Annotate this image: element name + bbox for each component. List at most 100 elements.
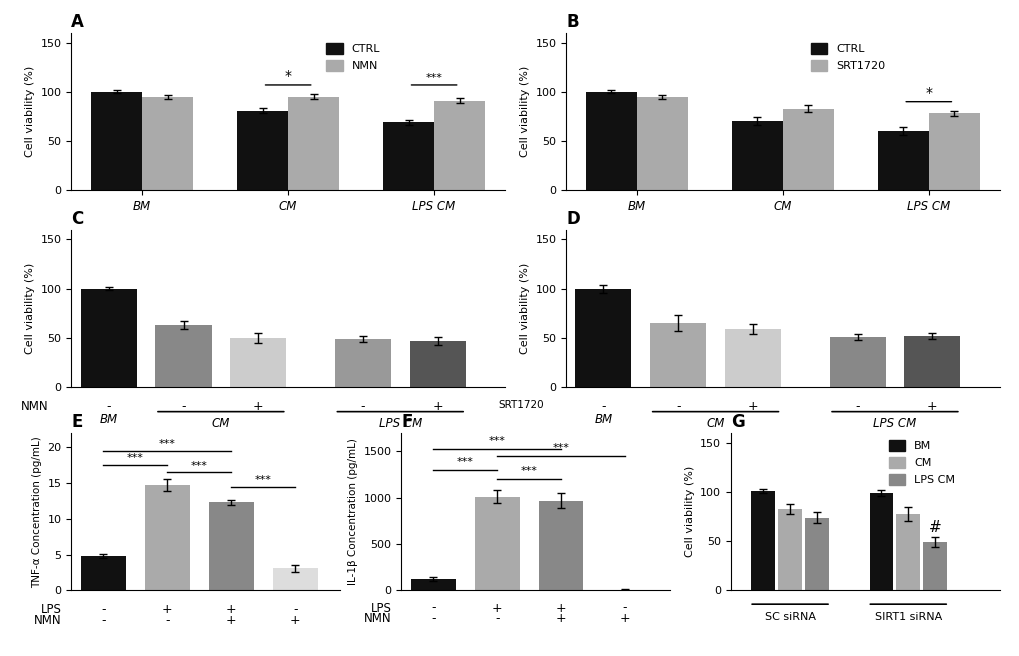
Bar [575, 289, 631, 387]
Bar [804, 518, 828, 590]
Text: -: - [101, 604, 106, 616]
Legend: CTRL, NMN: CTRL, NMN [321, 38, 384, 75]
Text: +: + [226, 614, 236, 627]
Text: CM: CM [212, 417, 230, 430]
Text: +: + [432, 400, 442, 413]
Bar [928, 113, 979, 190]
Y-axis label: IL-1β Concentration (pg/mL): IL-1β Concentration (pg/mL) [347, 438, 358, 585]
Legend: BM, CM, LPS CM: BM, CM, LPS CM [883, 436, 959, 489]
Text: ***: *** [488, 436, 505, 446]
Text: -: - [855, 400, 859, 413]
Text: NMN: NMN [35, 614, 62, 627]
Text: -: - [430, 611, 435, 625]
Text: C: C [71, 210, 84, 228]
Text: *: * [284, 70, 291, 83]
Bar [142, 96, 193, 190]
Bar [81, 556, 125, 590]
Text: +: + [747, 400, 757, 413]
Text: -: - [292, 604, 298, 616]
Text: NMN: NMN [364, 611, 391, 625]
Bar [538, 501, 583, 590]
Legend: CTRL, SRT1720: CTRL, SRT1720 [805, 38, 889, 75]
Text: B: B [566, 13, 578, 31]
Text: +: + [162, 604, 172, 616]
Bar [383, 122, 434, 190]
Bar [272, 568, 317, 590]
Text: +: + [253, 400, 263, 413]
Text: SIRT1 siRNA: SIRT1 siRNA [874, 612, 941, 622]
Text: +: + [491, 602, 502, 615]
Text: G: G [731, 413, 744, 432]
Text: -: - [494, 611, 499, 625]
Bar [155, 325, 211, 387]
Text: ***: *** [520, 466, 537, 476]
Bar [828, 337, 884, 387]
Text: ***: *** [159, 440, 175, 449]
Bar [91, 92, 142, 190]
Text: F: F [400, 413, 412, 432]
Bar [877, 131, 928, 190]
Bar [751, 491, 774, 590]
Bar [636, 96, 687, 190]
Y-axis label: Cell viability (%): Cell viability (%) [520, 66, 529, 157]
Bar [777, 509, 801, 590]
Bar [783, 108, 834, 190]
Text: ***: *** [457, 457, 473, 467]
Bar [230, 338, 286, 387]
Text: LPS CM: LPS CM [872, 417, 916, 430]
Bar [474, 497, 519, 590]
Y-axis label: Cell viability (%): Cell viability (%) [520, 262, 529, 354]
Bar [81, 289, 137, 387]
Text: +: + [555, 602, 566, 615]
Text: CM: CM [706, 417, 725, 430]
Text: +: + [620, 611, 630, 625]
Text: ***: *** [126, 453, 144, 463]
Text: LPS: LPS [370, 602, 391, 615]
Bar [904, 336, 960, 387]
Text: -: - [623, 602, 627, 615]
Bar [585, 92, 636, 190]
Bar [434, 100, 485, 190]
Bar [236, 111, 288, 190]
Text: #: # [928, 520, 941, 535]
Bar [731, 121, 783, 190]
Text: BM: BM [594, 413, 612, 426]
Bar [411, 579, 455, 590]
Text: BM: BM [100, 413, 118, 426]
Text: SC siRNA: SC siRNA [764, 612, 815, 622]
Text: -: - [600, 400, 605, 413]
Text: -: - [676, 400, 680, 413]
Text: +: + [555, 611, 566, 625]
Bar [725, 329, 781, 387]
Y-axis label: Cell viability (%): Cell viability (%) [25, 66, 35, 157]
Bar [288, 96, 339, 190]
Text: +: + [226, 604, 236, 616]
Text: -: - [430, 602, 435, 615]
Text: D: D [566, 210, 579, 228]
Text: A: A [71, 13, 85, 31]
Bar [410, 341, 466, 387]
Text: NMN: NMN [21, 400, 49, 413]
Bar [209, 502, 254, 590]
Bar [334, 338, 390, 387]
Text: +: + [926, 400, 936, 413]
Y-axis label: Cell viability (%): Cell viability (%) [25, 262, 35, 354]
Bar [922, 542, 946, 590]
Bar [649, 323, 705, 387]
Bar [145, 485, 190, 590]
Text: LPS CM: LPS CM [378, 417, 422, 430]
Text: -: - [165, 614, 169, 627]
Text: *: * [924, 86, 931, 100]
Text: +: + [289, 614, 301, 627]
Y-axis label: TNF-α Concentration (pg/mL): TNF-α Concentration (pg/mL) [32, 436, 42, 588]
Text: -: - [361, 400, 365, 413]
Text: ***: *** [552, 443, 569, 453]
Text: ***: *** [425, 73, 442, 83]
Text: E: E [71, 413, 83, 432]
Text: ***: *** [255, 475, 271, 485]
Text: LPS: LPS [41, 604, 62, 616]
Text: ***: *** [191, 461, 208, 471]
Y-axis label: Cell viability (%): Cell viability (%) [684, 466, 694, 558]
Text: -: - [181, 400, 185, 413]
Text: SRT1720: SRT1720 [497, 400, 543, 410]
